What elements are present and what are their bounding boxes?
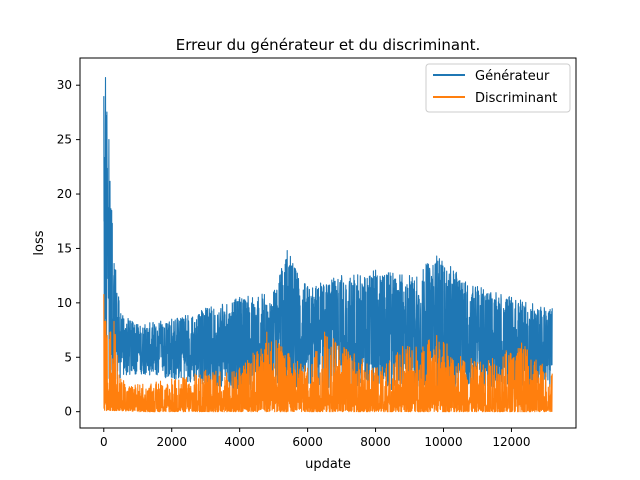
legend-label-discriminant: Discriminant: [475, 91, 557, 106]
series-line-discriminant: [103, 294, 553, 413]
chart-title: Erreur du générateur et du discriminant.: [176, 36, 480, 54]
y-tick-label: 15: [57, 241, 72, 255]
x-tick-label: 10000: [424, 435, 462, 449]
plot-frame: [79, 57, 577, 429]
x-tick-label: 6000: [292, 435, 323, 449]
x-axis: 0 2000 4000 6000 8000 10000 12000: [100, 428, 531, 449]
y-tick-label: 10: [57, 296, 72, 310]
y-axis-label: loss: [32, 230, 47, 255]
y-tick-label: 5: [64, 350, 72, 364]
y-tick-label: 30: [57, 78, 72, 92]
legend: Générateur Discriminant: [425, 63, 571, 113]
x-tick-label: 8000: [360, 435, 391, 449]
series-line-generateur: [103, 77, 553, 391]
y-tick-label: 20: [57, 187, 72, 201]
x-tick-label: 12000: [492, 435, 530, 449]
y-tick-label: 25: [57, 133, 72, 147]
x-axis-label: update: [305, 457, 351, 472]
x-tick-label: 4000: [224, 435, 255, 449]
series-layer: [103, 77, 553, 413]
x-tick-label: 2000: [156, 435, 187, 449]
legend-label-generateur: Générateur: [475, 69, 550, 84]
x-tick-label: 0: [100, 435, 108, 449]
y-axis: 0 5 10 15 20 25 30: [57, 78, 80, 419]
y-tick-label: 0: [64, 405, 72, 419]
